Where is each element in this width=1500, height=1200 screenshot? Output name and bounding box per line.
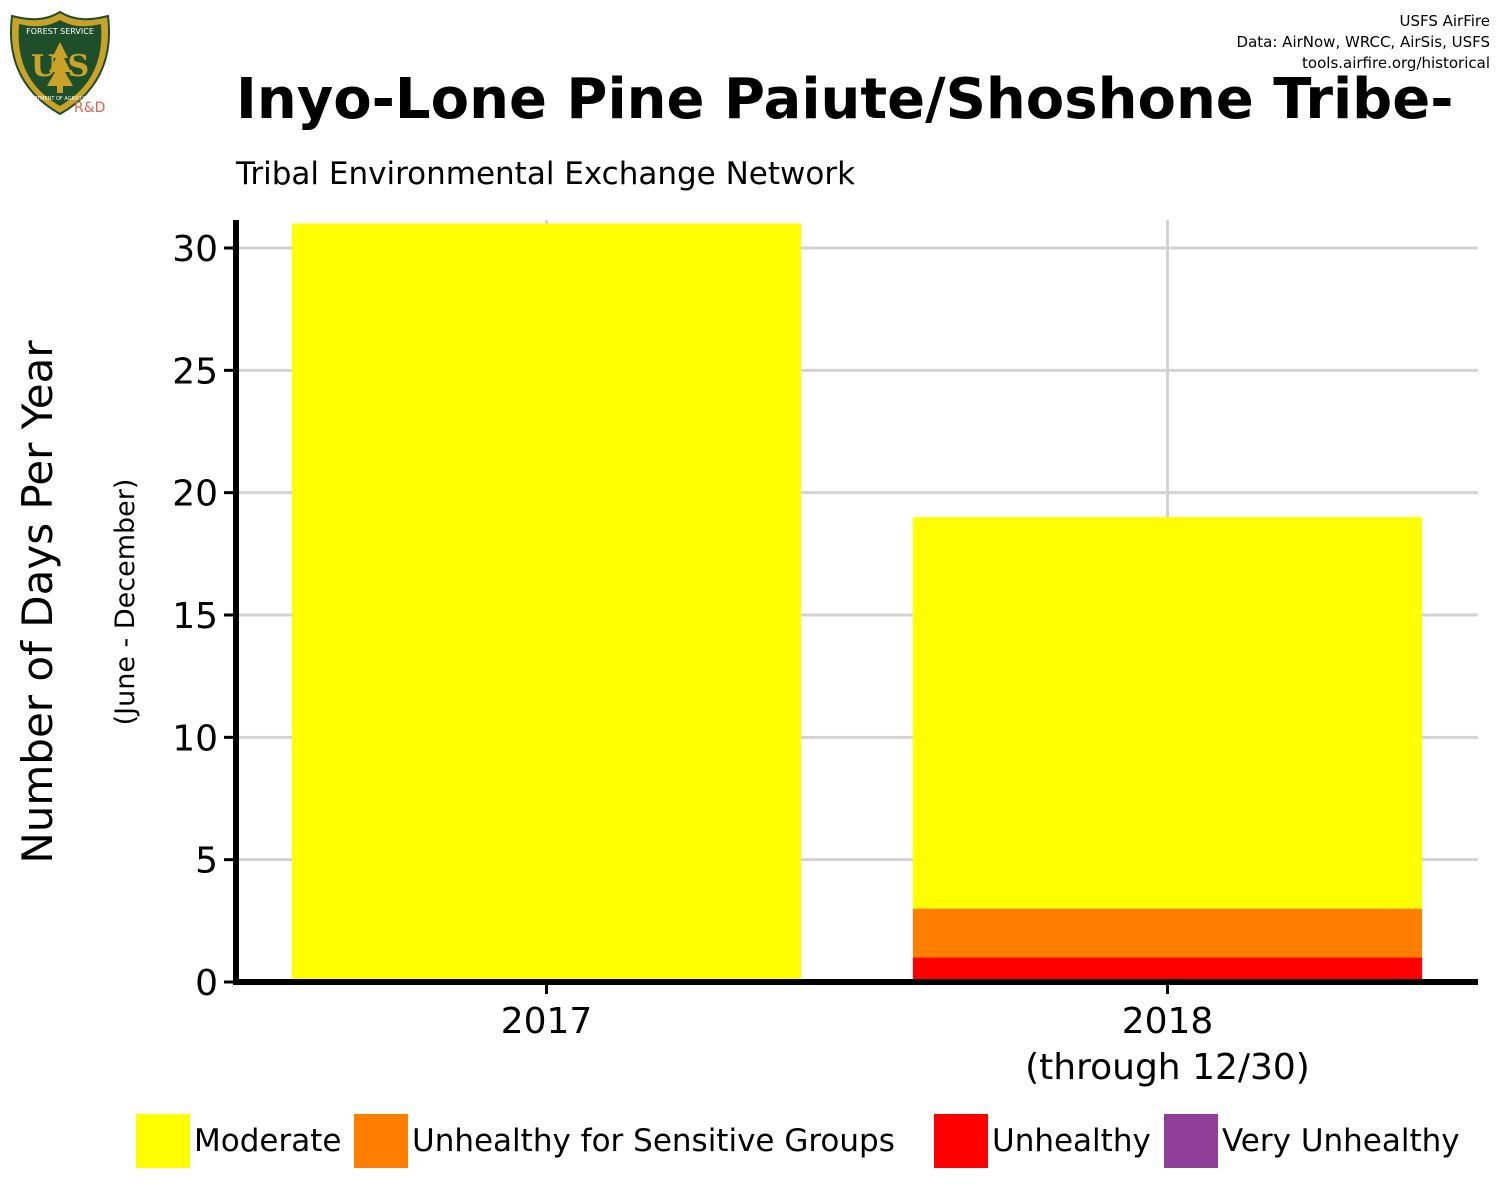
legend-label-very-unhealthy: Very Unhealthy	[1222, 1122, 1460, 1159]
chart-title: Inyo-Lone Pine Paiute/Shoshone Tribe-	[236, 67, 1454, 132]
legend-item-unhealthy: Unhealthy	[934, 1113, 1151, 1168]
legend-swatch-usg	[354, 1113, 408, 1168]
bar-2017-moderate	[291, 223, 802, 983]
y-axis-label: Number of Days Per Year	[13, 340, 62, 864]
legend-label-unhealthy: Unhealthy	[992, 1122, 1151, 1159]
y-tick-label-10: 10	[172, 718, 218, 759]
y-tick-label-15: 15	[172, 596, 218, 637]
x-tick-label-2018-line-2: (through 12/30)	[1025, 1047, 1310, 1088]
legend-item-moderate: Moderate	[136, 1113, 341, 1168]
bar-2018-moderate	[912, 517, 1423, 909]
legend-label-usg: Unhealthy for Sensitive Groups	[412, 1122, 895, 1159]
pine-tree-icon	[47, 42, 73, 86]
badge-top-text: FOREST SERVICE	[26, 27, 94, 36]
tree-trunk-icon	[57, 86, 63, 93]
rd-label: R&D	[74, 100, 105, 116]
credit-line-1: USFS AirFire	[1399, 12, 1490, 30]
y-axis-sublabel: (June - December)	[110, 479, 141, 726]
legend-item-very-unhealthy: Very Unhealthy	[1164, 1113, 1460, 1168]
credit-line-3: tools.airfire.org/historical	[1302, 54, 1490, 72]
legend-swatch-moderate	[136, 1113, 190, 1168]
y-tick-label-30: 30	[172, 229, 218, 270]
x-tick-label-2017: 2017	[501, 1001, 593, 1042]
legend-swatch-very-unhealthy	[1164, 1113, 1218, 1168]
x-tick-label-2018: 2018	[1122, 1001, 1214, 1042]
y-tick-label-5: 5	[195, 841, 218, 882]
credit-line-2: Data: AirNow, WRCC, AirSis, USFS	[1236, 33, 1490, 51]
usfs-logo: FOREST SERVICE U S DEPARTMENT OF AGRICUL…	[9, 10, 111, 116]
chart-subtitle: Tribal Environmental Exchange Network	[236, 156, 856, 192]
y-tick-label-20: 20	[172, 474, 218, 515]
y-tick-label-25: 25	[172, 351, 218, 392]
bar-2018-unhealthy	[912, 957, 1423, 982]
y-tick-label-0: 0	[195, 963, 218, 1004]
legend-item-usg: Unhealthy for Sensitive Groups	[354, 1113, 895, 1168]
legend-label-moderate: Moderate	[194, 1122, 342, 1159]
badge-bottom-text: DEPARTMENT OF AGRICULTURE	[21, 96, 99, 102]
bar-2018-unhealthy-for-sensitive-groups	[912, 908, 1423, 958]
legend-swatch-unhealthy	[934, 1113, 988, 1168]
